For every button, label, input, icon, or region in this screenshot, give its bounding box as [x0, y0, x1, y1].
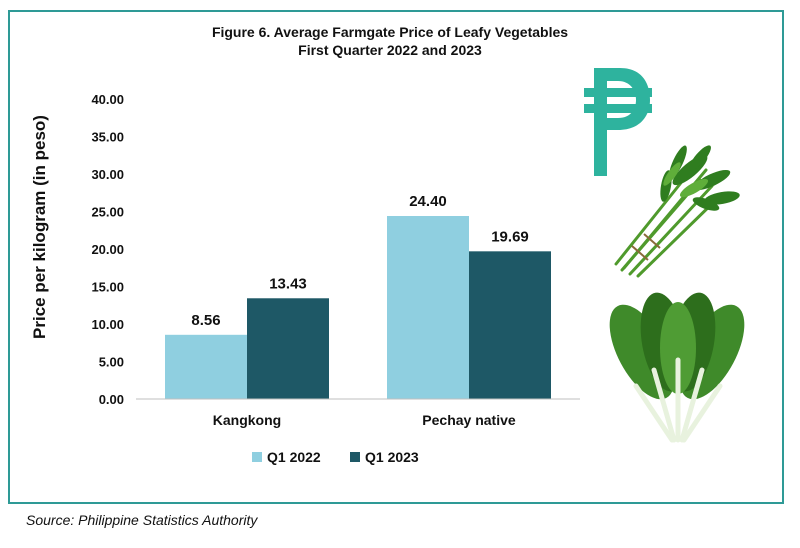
pechay-leaves-image [609, 292, 745, 443]
legend-swatch [350, 452, 360, 462]
chart-subtitle: First Quarter 2022 and 2023 [298, 42, 482, 58]
y-tick-label: 0.00 [99, 392, 124, 407]
data-label: 8.56 [191, 312, 220, 329]
y-axis-label: Price per kilogram (in peso) [30, 115, 49, 339]
source-note: Source: Philippine Statistics Authority [26, 512, 258, 528]
y-tick-label: 30.00 [91, 167, 124, 182]
bar-chart: 0.00 5.00 10.00 15.00 20.00 25.00 30.00 35.00 40… [30, 92, 580, 465]
peso-sign-icon [584, 68, 652, 176]
data-label: 19.69 [491, 228, 529, 245]
bar-q1-2023-1 [469, 251, 551, 399]
bar-q1-2023-0 [247, 298, 329, 399]
chart-title: Figure 6. Average Farmgate Price of Leaf… [211, 24, 569, 40]
data-label: 24.40 [409, 193, 447, 210]
legend-swatch [252, 452, 262, 462]
y-tick-label: 15.00 [91, 280, 124, 295]
y-tick-label: 35.00 [91, 130, 124, 145]
y-tick-label: 10.00 [91, 317, 124, 332]
y-tick-label: 40.00 [91, 92, 124, 107]
data-label: 13.43 [269, 275, 307, 292]
x-category-label: Pechay native [422, 412, 516, 428]
kangkong-bundle-image [614, 145, 740, 278]
bar-q1-2022-1 [387, 216, 469, 399]
legend-label: Q1 2023 [365, 449, 419, 465]
y-tick-label: 20.00 [91, 242, 124, 257]
chart-frame: Figure 6. Average Farmgate Price of Leaf… [8, 10, 784, 504]
x-category-label: Kangkong [213, 412, 281, 428]
bar-q1-2022-0 [165, 334, 247, 399]
y-tick-label: 25.00 [91, 205, 124, 220]
legend-label: Q1 2022 [267, 449, 321, 465]
y-tick-label: 5.00 [99, 355, 124, 370]
